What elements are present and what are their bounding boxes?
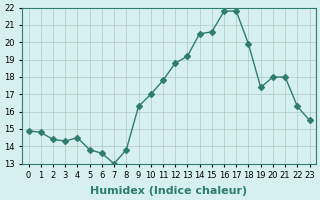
X-axis label: Humidex (Indice chaleur): Humidex (Indice chaleur) — [91, 186, 248, 196]
